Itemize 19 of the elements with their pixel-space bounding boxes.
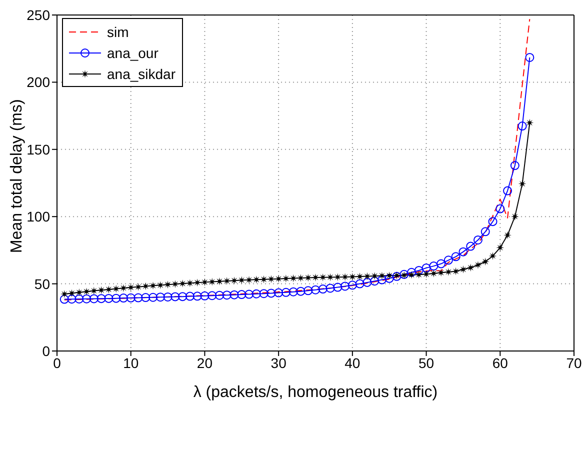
y-tick-label: 100: [26, 208, 50, 225]
y-axis-title: Mean total delay (ms): [8, 99, 26, 253]
x-axis-title: λ (packets/s, homogeneous traffic): [193, 384, 438, 401]
legend-label: ana_our: [107, 44, 158, 60]
x-tick-label: 30: [270, 354, 287, 371]
y-tick-label: 150: [26, 141, 50, 158]
x-tick-label: 40: [344, 354, 360, 371]
y-tick-label: 200: [26, 74, 50, 90]
y-tick-label: 50: [34, 276, 50, 292]
x-tick-label: 0: [53, 354, 62, 371]
x-tick-label: 50: [418, 354, 434, 371]
x-tick-label: 10: [123, 354, 139, 371]
x-tick-label: 60: [492, 354, 508, 371]
x-tick-label: 20: [196, 354, 213, 371]
legend-label: sim: [107, 24, 129, 40]
x-tick-label: 70: [566, 354, 582, 371]
legend-label: ana_sikdar: [107, 66, 176, 82]
y-tick-label: 0: [42, 342, 50, 359]
y-tick-label: 250: [26, 6, 50, 23]
